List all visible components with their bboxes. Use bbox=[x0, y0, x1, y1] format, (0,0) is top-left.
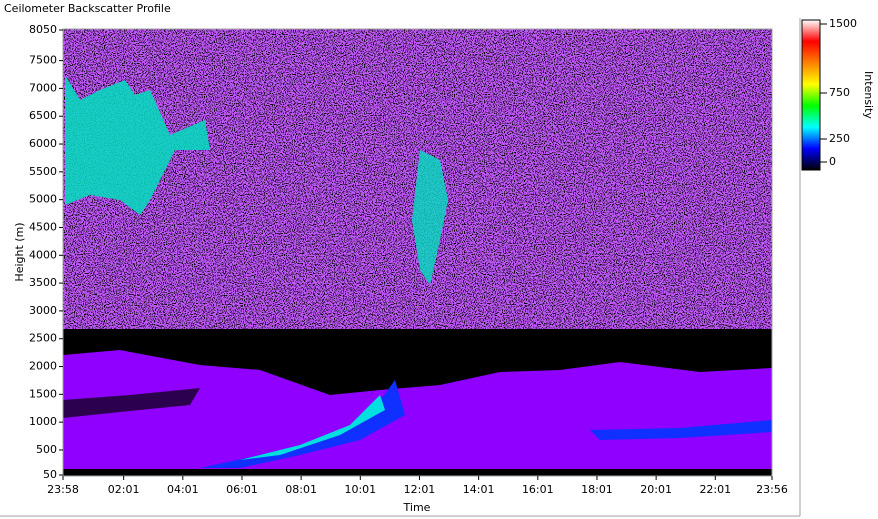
y-tick-label: 7000 bbox=[29, 81, 57, 94]
colorbar-tick-label: 750 bbox=[829, 86, 850, 99]
y-tick-label: 50 bbox=[43, 468, 57, 481]
cloud bbox=[65, 75, 210, 215]
low-layer bbox=[590, 420, 772, 440]
y-tick-label: 1000 bbox=[29, 415, 57, 428]
y-tick-label: 3500 bbox=[29, 276, 57, 289]
y-axis-label: Height (m) bbox=[13, 222, 26, 281]
colorbar-tick-label: 0 bbox=[829, 155, 836, 168]
x-tick-label: 23:56 bbox=[756, 483, 788, 496]
colorbar-label: Intensity bbox=[862, 71, 875, 119]
x-tick-label: 08:01 bbox=[285, 483, 317, 496]
x-tick-label: 02:01 bbox=[108, 483, 140, 496]
y-tick-label: 500 bbox=[36, 443, 57, 456]
y-tick-label: 4500 bbox=[29, 220, 57, 233]
y-tick-label: 3000 bbox=[29, 304, 57, 317]
heatmap bbox=[63, 29, 772, 476]
y-tick-label: 8050 bbox=[29, 23, 57, 36]
y-tick-label: 6500 bbox=[29, 109, 57, 122]
y-tick-label: 7500 bbox=[29, 54, 57, 67]
x-tick-label: 14:01 bbox=[463, 483, 495, 496]
y-tick-label: 2500 bbox=[29, 332, 57, 345]
x-tick-label: 22:01 bbox=[699, 483, 731, 496]
x-tick-label: 12:01 bbox=[404, 483, 436, 496]
colorbar-tick-label: 1500 bbox=[829, 17, 857, 30]
colorbar bbox=[801, 19, 821, 171]
y-tick-label: 2000 bbox=[29, 360, 57, 373]
cloud bbox=[412, 150, 448, 285]
chart-title: Ceilometer Backscatter Profile bbox=[4, 2, 171, 15]
y-tick-label: 1500 bbox=[29, 387, 57, 400]
y-tick-label: 5000 bbox=[29, 193, 57, 206]
x-axis-label: Time bbox=[403, 501, 431, 514]
x-tick-label: 20:01 bbox=[640, 483, 672, 496]
y-tick-label: 6000 bbox=[29, 137, 57, 150]
aerosol-layer bbox=[200, 380, 405, 468]
x-tick-label: 23:58 bbox=[47, 483, 79, 496]
x-tick-label: 16:01 bbox=[522, 483, 554, 496]
y-tick-label: 5500 bbox=[29, 165, 57, 178]
x-tick-label: 18:01 bbox=[581, 483, 613, 496]
y-tick-label: 4000 bbox=[29, 248, 57, 261]
x-tick-label: 06:01 bbox=[226, 483, 258, 496]
ground-band bbox=[63, 469, 772, 476]
boundary-layer bbox=[63, 350, 772, 470]
x-tick-label: 10:01 bbox=[344, 483, 376, 496]
x-tick-label: 04:01 bbox=[167, 483, 199, 496]
colorbar-tick-label: 250 bbox=[829, 132, 850, 145]
layer-gap bbox=[63, 388, 200, 418]
plot-border bbox=[62, 28, 773, 477]
